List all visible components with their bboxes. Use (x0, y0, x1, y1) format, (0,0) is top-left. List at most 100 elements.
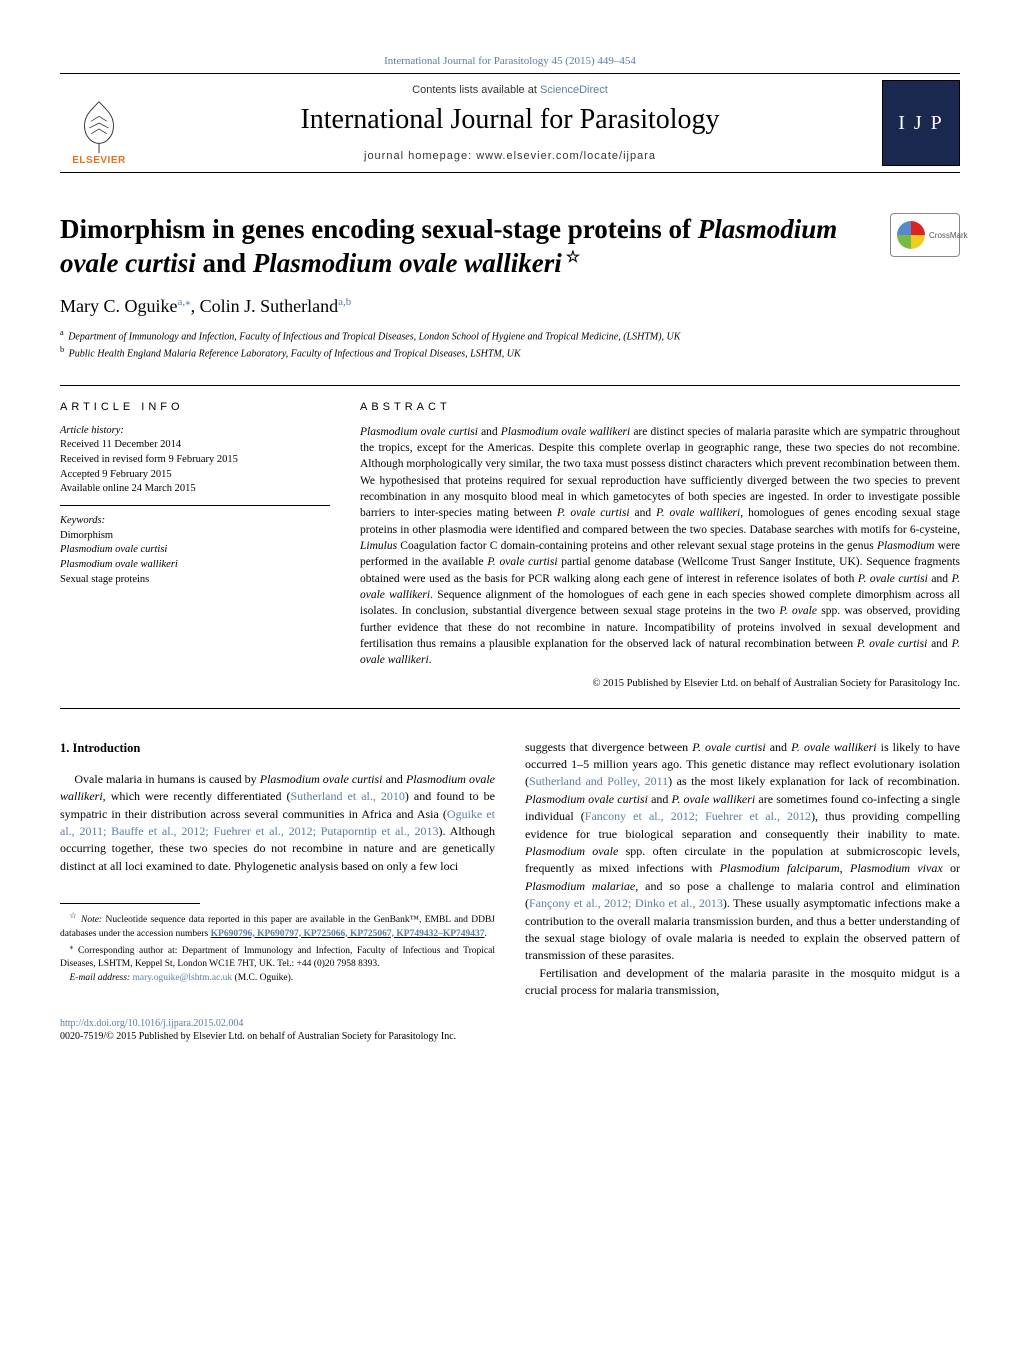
accession-link[interactable]: KP690796, KP690797, KP725066, KP725067, … (211, 929, 485, 939)
species: Plasmodium vivax (850, 861, 943, 875)
keyword: Dimorphism (60, 529, 330, 544)
species: P. ovale curtisi (487, 556, 557, 568)
affil-text: Department of Immunology and Infection, … (66, 331, 681, 342)
genus: Plasmodium (877, 540, 935, 552)
title-frag: and (196, 248, 253, 278)
body-frag: and (766, 740, 791, 754)
footnote-note: ☆ Note: Nucleotide sequence data reporte… (60, 910, 495, 941)
abs-frag: . (429, 654, 432, 666)
affil-sup: b (60, 345, 64, 354)
species: P. ovale wallikeri (672, 792, 756, 806)
elsevier-logo-text: ELSEVIER (72, 155, 125, 166)
species: Plasmodium ovale curtisi (360, 426, 478, 438)
citation-link[interactable]: Fancony et al., 2012; Fuehrer et al., 20… (585, 809, 811, 823)
article-info-column: ARTICLE INFO Article history: Received 1… (60, 400, 330, 691)
author-affil-sup[interactable]: a, (177, 296, 185, 308)
body-paragraph: suggests that divergence between P. oval… (525, 739, 960, 965)
species: Plasmodium ovale curtisi (525, 792, 648, 806)
species: P. ovale wallikeri (656, 507, 740, 519)
body-frag: , (840, 861, 850, 875)
author-name[interactable]: Colin J. Sutherland (200, 296, 339, 316)
ijp-text: I J P (898, 112, 944, 135)
title-frag: Dimorphism in genes encoding sexual-stag… (60, 214, 698, 244)
citation-link[interactable]: Sutherland et al., 2010 (291, 789, 405, 803)
author-separator: , (191, 296, 200, 316)
body-frag: and (648, 792, 672, 806)
article-title: Dimorphism in genes encoding sexual-stag… (60, 213, 878, 281)
crossmark-icon (897, 221, 925, 249)
email-link[interactable]: mary.oguike@lshtm.ac.uk (132, 973, 232, 983)
issn-copyright: 0020-7519/© 2015 Published by Elsevier L… (60, 1030, 960, 1043)
species: Plasmodium falciparum (720, 861, 840, 875)
abs-frag: and (928, 573, 952, 585)
species: P. ovale curtisi (557, 507, 630, 519)
ijp-cover-icon[interactable]: I J P (882, 80, 960, 166)
citation-link[interactable]: Sutherland and Polley, 2011 (529, 774, 668, 788)
abs-frag: and (478, 426, 501, 438)
section-heading: 1. Introduction (60, 739, 495, 757)
abs-frag: Coagulation factor C domain-containing p… (397, 540, 877, 552)
elsevier-logo[interactable]: ELSEVIER (60, 80, 138, 166)
citation-link[interactable]: Fançony et al., 2012; Dinko et al., 2013 (529, 896, 723, 910)
crossmark-badge[interactable]: CrossMark (890, 213, 960, 257)
footnote-symbol: ☆ (70, 911, 78, 920)
keywords-label: Keywords: (60, 515, 105, 526)
journal-ref-link[interactable]: International Journal for Parasitology 4… (384, 55, 636, 67)
abs-frag: and (927, 638, 951, 650)
footnote-corresponding: ⁎ Corresponding author at: Department of… (60, 941, 495, 972)
species: Plasmodium ovale curtisi (260, 772, 383, 786)
species: P. ovale (779, 605, 817, 617)
history-revised: Received in revised form 9 February 2015 (60, 453, 330, 468)
header-bar: ELSEVIER Contents lists available at Sci… (60, 73, 960, 173)
species: P. ovale curtisi (692, 740, 766, 754)
body-paragraph: Fertilisation and development of the mal… (525, 965, 960, 1000)
keywords-block: Keywords: Dimorphism Plasmodium ovale cu… (60, 514, 330, 595)
history-accepted: Accepted 9 February 2015 (60, 468, 330, 483)
body-frag: or (943, 861, 960, 875)
species: Plasmodium ovale wallikeri (501, 426, 630, 438)
history-label: Article history: (60, 425, 124, 436)
title-footnote-symbol: ☆ (562, 249, 580, 266)
sciencedirect-link[interactable]: ScienceDirect (540, 84, 608, 96)
email-label: E-mail address: (70, 973, 133, 983)
abstract-column: ABSTRACT Plasmodium ovale curtisi and Pl… (360, 400, 960, 691)
species: P. ovale wallikeri (791, 740, 877, 754)
affil-text: Public Health England Malaria Reference … (66, 348, 521, 359)
homepage-url[interactable]: www.elsevier.com/locate/ijpara (476, 150, 656, 162)
journal-title: International Journal for Parasitology (154, 104, 866, 136)
author-name[interactable]: Mary C. Oguike (60, 296, 177, 316)
page-footer: http://dx.doi.org/10.1016/j.ijpara.2015.… (60, 1017, 960, 1043)
body-frag: suggests that divergence between (525, 740, 692, 754)
abstract-text: Plasmodium ovale curtisi and Plasmodium … (360, 424, 960, 669)
footnote-label: Note: (78, 915, 103, 925)
journal-homepage: journal homepage: www.elsevier.com/locat… (154, 150, 866, 162)
species: P. ovale curtisi (858, 573, 928, 585)
footnote-text: Corresponding author at: Department of I… (60, 946, 495, 969)
keyword: Plasmodium ovale curtisi (60, 544, 167, 555)
article-info-heading: ARTICLE INFO (60, 400, 330, 415)
history-received: Received 11 December 2014 (60, 438, 330, 453)
history-online: Available online 24 March 2015 (60, 482, 330, 497)
elsevier-tree-icon (70, 97, 128, 155)
keyword: Sexual stage proteins (60, 573, 330, 588)
body-frag: Ovale malaria in humans is caused by (74, 772, 259, 786)
journal-reference: International Journal for Parasitology 4… (60, 55, 960, 67)
abs-frag: are distinct species of malaria parasite… (360, 426, 960, 520)
footnote-separator (60, 903, 200, 904)
contents-prefix: Contents lists available at (412, 84, 540, 96)
article-history-block: Article history: Received 11 December 20… (60, 424, 330, 506)
doi-link[interactable]: http://dx.doi.org/10.1016/j.ijpara.2015.… (60, 1018, 243, 1029)
header-center: Contents lists available at ScienceDirec… (154, 84, 866, 162)
keyword: Plasmodium ovale wallikeri (60, 559, 178, 570)
body-column-right: suggests that divergence between P. oval… (525, 739, 960, 1000)
footnote-email: E-mail address: mary.oguike@lshtm.ac.uk … (60, 972, 495, 985)
homepage-prefix: journal homepage: (364, 150, 476, 162)
genus: Limulus (360, 540, 397, 552)
footnote-text: . (485, 929, 487, 939)
body-paragraph: Ovale malaria in humans is caused by Pla… (60, 771, 495, 875)
author-affil-sup[interactable]: a,b (338, 296, 351, 308)
authors-line: Mary C. Oguikea,⁎, Colin J. Sutherlanda,… (60, 295, 960, 317)
body-column-left: 1. Introduction Ovale malaria in humans … (60, 739, 495, 1000)
species: P. ovale curtisi (857, 638, 927, 650)
body-frag: , which were recently differentiated ( (103, 789, 291, 803)
